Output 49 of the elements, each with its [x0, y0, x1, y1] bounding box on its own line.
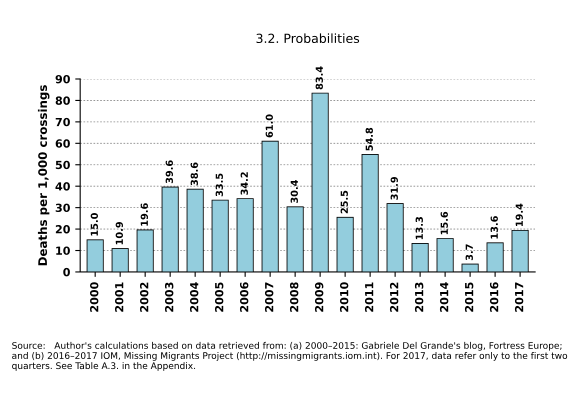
data-label: 83.4 — [316, 66, 323, 90]
x-tick-label: 2000 — [90, 282, 98, 312]
x-tick-label: 2011 — [364, 282, 374, 312]
y-tick-label: 40 — [55, 182, 70, 191]
data-label: 61.0 — [266, 114, 273, 138]
x-tick-label: 2016 — [490, 282, 498, 312]
x-tick-label: 2006 — [240, 282, 248, 312]
y-tick-label: 70 — [56, 118, 70, 126]
x-tick-label: 2017 — [514, 282, 524, 312]
x-tick-label: 2013 — [414, 282, 424, 312]
data-label: 13.3 — [416, 217, 423, 240]
x-tick-label: 2007 — [264, 282, 274, 312]
x-tick-label: 2012 — [390, 282, 398, 312]
data-label: 33.5 — [216, 174, 223, 196]
data-label: 19.6 — [140, 203, 148, 226]
y-tick-label: 30 — [56, 204, 70, 212]
x-tick-label: 2004 — [190, 282, 198, 312]
y-tick-label: 80 — [56, 96, 70, 105]
data-label: 19.4 — [516, 204, 523, 226]
data-label: 54.8 — [366, 128, 373, 150]
x-tick-label: 2008 — [290, 282, 298, 312]
data-label: 10.9 — [116, 222, 123, 244]
y-tick-label: 90 — [56, 74, 70, 84]
data-label: 31.9 — [390, 176, 398, 200]
data-label: 13.6 — [490, 216, 498, 238]
x-tick-label: 2010 — [340, 282, 348, 312]
x-tick-label: 2015 — [464, 282, 474, 312]
data-label: 15.6 — [440, 212, 448, 234]
x-tick-label: 2009 — [314, 282, 324, 312]
y-tick-label: 60 — [56, 139, 70, 148]
data-label: 25.5 — [340, 190, 348, 214]
source-note: Source: Author's calculations based on data retrieved from: (a) 2000–2015: Gabriele Del Grande's blog, Fortress Europe; and (b) 2016–2017 IOM, Missing Migrants Project (http://missingmigrants.iom.int). For 2017, data refer only to the first two quarters. See Table A.3. in the Appendix. — [12, 342, 568, 371]
x-tick-label: 2014 — [440, 282, 448, 312]
x-tick-label: 2002 — [140, 282, 148, 312]
data-label: 39.6 — [166, 160, 173, 184]
y-tick-label: 50 — [56, 160, 70, 170]
data-label: 38.6 — [190, 162, 198, 186]
x-tick-label: 2001 — [114, 282, 124, 312]
data-label: 3.7 — [466, 244, 473, 260]
chart-title: 3.2. Probabilities — [256, 33, 360, 44]
x-tick-label: 2005 — [214, 282, 224, 312]
data-label: 30.4 — [290, 180, 298, 203]
data-label: 15.0 — [90, 213, 98, 236]
data-label: 34.2 — [240, 172, 248, 195]
y-tick-label: 20 — [56, 225, 70, 234]
x-tick-label: 2003 — [164, 282, 174, 312]
y-tick-label: 10 — [56, 246, 70, 255]
y-tick-label: 0 — [63, 268, 70, 276]
y-axis-title: Deaths per 1,000 crossings — [38, 85, 50, 266]
